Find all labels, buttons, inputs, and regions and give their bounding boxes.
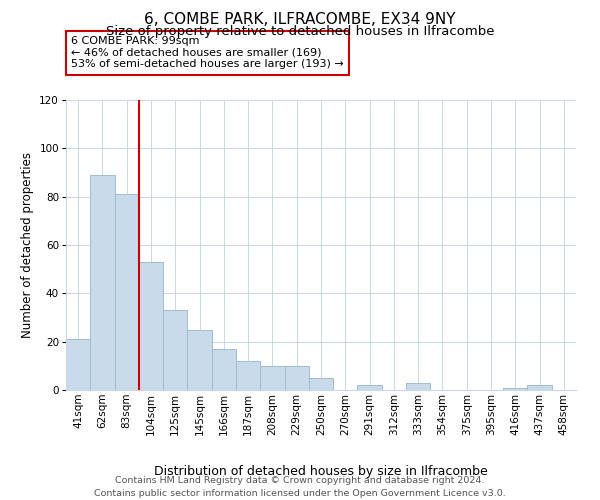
- Text: Distribution of detached houses by size in Ilfracombe: Distribution of detached houses by size …: [154, 464, 488, 477]
- Bar: [284, 366, 309, 390]
- Text: Size of property relative to detached houses in Ilfracombe: Size of property relative to detached ho…: [106, 25, 494, 38]
- Bar: [90, 175, 115, 390]
- Y-axis label: Number of detached properties: Number of detached properties: [21, 152, 34, 338]
- Bar: [260, 366, 284, 390]
- Bar: [358, 385, 382, 390]
- Bar: [309, 378, 333, 390]
- Bar: [527, 385, 552, 390]
- Bar: [212, 349, 236, 390]
- Bar: [187, 330, 212, 390]
- Bar: [66, 339, 90, 390]
- Bar: [503, 388, 527, 390]
- Bar: [139, 262, 163, 390]
- Bar: [115, 194, 139, 390]
- Bar: [406, 383, 430, 390]
- Bar: [236, 361, 260, 390]
- Bar: [163, 310, 187, 390]
- Text: 6 COMBE PARK: 99sqm
← 46% of detached houses are smaller (169)
53% of semi-detac: 6 COMBE PARK: 99sqm ← 46% of detached ho…: [71, 36, 344, 70]
- Text: Contains HM Land Registry data © Crown copyright and database right 2024.
Contai: Contains HM Land Registry data © Crown c…: [94, 476, 506, 498]
- Text: 6, COMBE PARK, ILFRACOMBE, EX34 9NY: 6, COMBE PARK, ILFRACOMBE, EX34 9NY: [144, 12, 456, 28]
